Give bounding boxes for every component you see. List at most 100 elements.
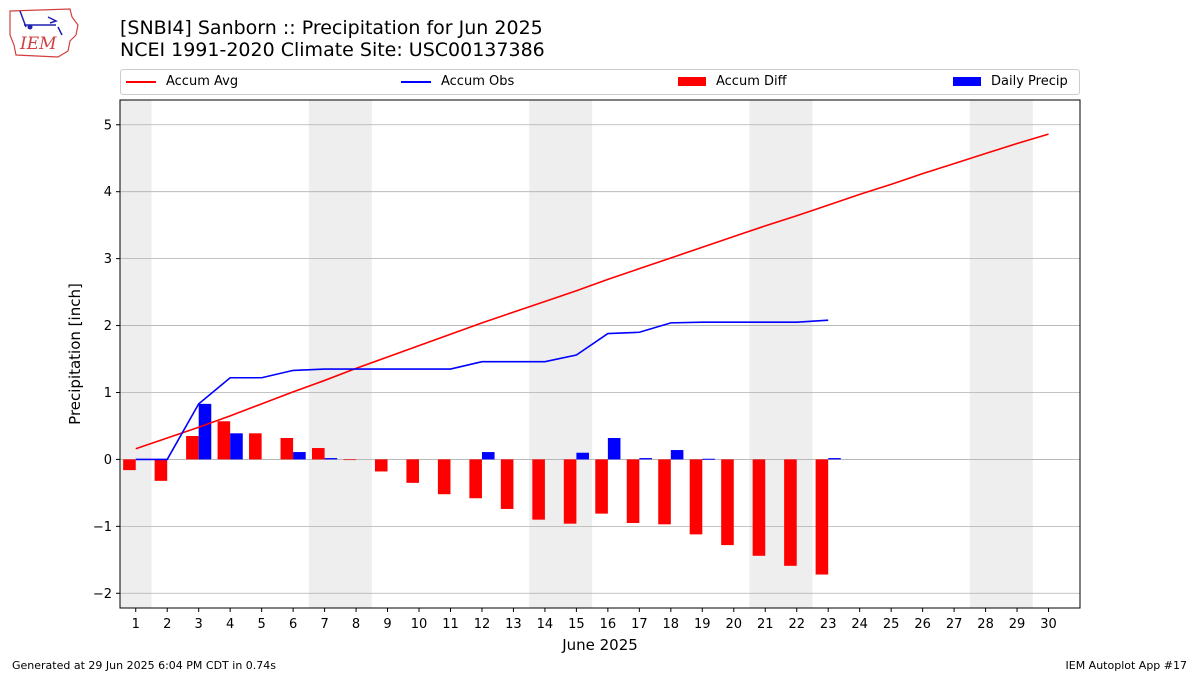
bar-daily-precip-7 <box>324 458 338 460</box>
x-tick-label-4: 4 <box>226 617 234 632</box>
x-tick-label-11: 11 <box>442 617 459 632</box>
x-tick-label-6: 6 <box>289 617 297 632</box>
legend-item-accum-diff: Accum Diff <box>678 74 787 89</box>
y-tick-label-4: 2 <box>104 319 112 334</box>
bar-accum-diff-7 <box>312 448 325 460</box>
bar-accum-diff-14 <box>532 459 545 520</box>
x-tick-label-2: 2 <box>163 617 171 632</box>
legend-label-accum-avg: Accum Avg <box>166 74 239 89</box>
x-tick-label-5: 5 <box>257 617 265 632</box>
weekend-shade-1 <box>120 100 152 608</box>
x-tick-label-28: 28 <box>977 617 994 632</box>
bar-accum-diff-22 <box>784 459 797 566</box>
bar-accum-diff-8 <box>343 459 357 461</box>
logo-text: IEM <box>19 34 57 54</box>
x-tick-label-22: 22 <box>788 617 805 632</box>
bar-daily-precip-19 <box>702 458 715 460</box>
bar-accum-diff-13 <box>500 459 514 509</box>
x-tick-label-1: 1 <box>132 617 140 632</box>
x-axis-label: June 2025 <box>561 636 638 654</box>
x-tick-label-27: 27 <box>946 617 963 632</box>
bar-accum-diff-17 <box>626 459 640 523</box>
bar-accum-diff-5 <box>249 433 262 460</box>
x-tick-label-19: 19 <box>694 617 711 632</box>
line-accum-obs <box>135 319 829 461</box>
weather-station-icon <box>19 10 63 36</box>
x-tick-label-29: 29 <box>1009 617 1026 632</box>
x-tick-label-20: 20 <box>725 617 742 632</box>
legend-label-accum-obs: Accum Obs <box>441 74 515 89</box>
x-tick-label-21: 21 <box>757 617 774 632</box>
y-axis-label: Precipitation [inch] <box>66 283 84 425</box>
y-tick-label-1: −1 <box>93 520 112 535</box>
line-accum-avg <box>135 133 1049 450</box>
chart-legend: Accum Avg Accum Obs Accum Diff Daily Pre… <box>120 69 1080 95</box>
footer-generated-text: Generated at 29 Jun 2025 6:04 PM CDT in … <box>12 659 277 672</box>
bar-accum-diff-2 <box>154 459 168 481</box>
bar-accum-diff-12 <box>469 459 482 499</box>
bar-daily-precip-17 <box>639 458 652 460</box>
x-tick-label-3: 3 <box>195 617 203 632</box>
chart-title: [SNBI4] Sanborn :: Precipitation for Jun… <box>120 17 545 61</box>
legend-label-accum-diff: Accum Diff <box>716 74 787 89</box>
x-tick-label-25: 25 <box>883 617 900 632</box>
bar-daily-precip-18 <box>670 450 684 460</box>
x-tick-label-13: 13 <box>505 617 522 632</box>
x-tick-label-7: 7 <box>320 617 328 632</box>
weekend-shade-5 <box>969 100 1033 608</box>
legend-swatch-accum-diff <box>678 77 706 86</box>
x-tick-label-9: 9 <box>383 617 391 632</box>
bar-accum-diff-19 <box>689 459 703 535</box>
bar-daily-precip-12 <box>481 452 495 460</box>
iowa-outline-icon <box>9 8 79 58</box>
legend-label-daily-precip: Daily Precip <box>991 74 1068 89</box>
x-tick-label-15: 15 <box>568 617 585 632</box>
x-tick-label-14: 14 <box>537 617 554 632</box>
bar-accum-diff-20 <box>721 459 734 546</box>
x-tick-label-17: 17 <box>631 617 648 632</box>
bar-accum-diff-3 <box>186 435 199 460</box>
x-tick-label-23: 23 <box>820 617 837 632</box>
y-tick-label-2: 0 <box>104 453 112 468</box>
x-tick-label-24: 24 <box>851 617 868 632</box>
x-tick-label-16: 16 <box>600 617 617 632</box>
legend-item-accum-obs: Accum Obs <box>401 74 514 89</box>
iem-logo: IEM <box>9 8 79 58</box>
y-tick-label-0: −2 <box>93 587 112 602</box>
x-tick-label-30: 30 <box>1040 617 1057 632</box>
bar-accum-diff-6 <box>280 437 294 460</box>
y-tick-label-5: 3 <box>104 252 112 267</box>
title-line-2: NCEI 1991-2020 Climate Site: USC00137386 <box>120 39 545 61</box>
plot-frame <box>119 99 1081 609</box>
y-tick-label-3: 1 <box>104 386 112 401</box>
bar-accum-diff-1 <box>123 459 136 471</box>
footer-app-text: IEM Autoplot App #17 <box>1065 659 1188 672</box>
bar-accum-diff-16 <box>595 459 608 514</box>
legend-item-accum-avg: Accum Avg <box>126 74 238 89</box>
y-tick-label-6: 4 <box>104 185 112 200</box>
bar-accum-diff-4 <box>217 421 231 460</box>
bar-accum-diff-18 <box>658 459 671 525</box>
legend-item-daily-precip: Daily Precip <box>953 74 1068 89</box>
bar-accum-diff-10 <box>406 459 420 483</box>
bar-daily-precip-3 <box>198 403 212 460</box>
bar-daily-precip-15 <box>576 452 589 460</box>
bar-accum-diff-11 <box>437 459 451 495</box>
bar-daily-precip-16 <box>607 437 621 460</box>
legend-swatch-daily-precip <box>953 77 981 86</box>
legend-swatch-accum-obs <box>401 80 431 83</box>
bar-daily-precip-6 <box>293 452 306 460</box>
title-line-1: [SNBI4] Sanborn :: Precipitation for Jun… <box>120 17 543 39</box>
x-tick-label-12: 12 <box>474 617 491 632</box>
bar-accum-diff-9 <box>374 459 388 472</box>
y-tick-label-7: 5 <box>104 118 112 133</box>
bar-accum-diff-23 <box>815 459 829 575</box>
bar-accum-diff-21 <box>752 459 766 556</box>
x-tick-label-10: 10 <box>411 617 428 632</box>
legend-swatch-accum-avg <box>126 80 156 83</box>
bar-accum-diff-15 <box>563 459 577 524</box>
weekend-shade-3 <box>529 100 593 608</box>
x-tick-label-26: 26 <box>914 617 931 632</box>
weekend-shade-2 <box>308 100 372 608</box>
